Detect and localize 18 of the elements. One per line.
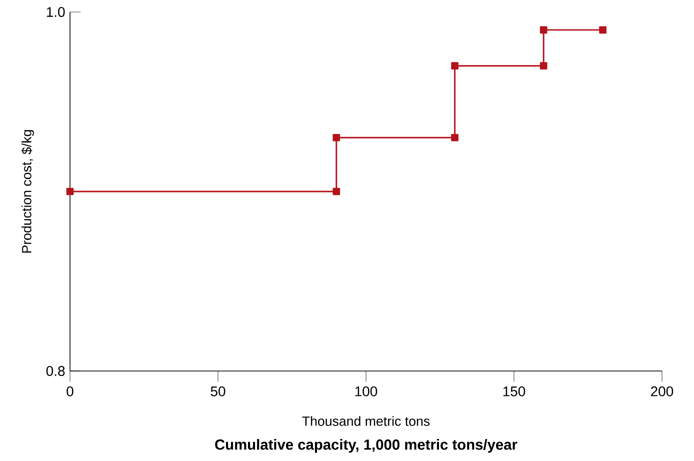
text: Cumulative capacity, 1,000 metric tons/year [215,439,518,453]
x-tick-label: 200 [651,386,674,396]
point [451,134,458,142]
y-tick-label: 0.8 [46,366,65,376]
point [332,188,340,196]
point [540,26,548,34]
x-tick-label: 100 [355,386,378,396]
x-axis-title: Thousand metric tons [302,416,430,426]
x-tick-label: 0 [66,386,74,396]
point [451,62,458,70]
point [599,26,606,34]
point [540,62,548,70]
y-tick-label: 1.0 [46,7,65,17]
y-axis-title: Production cost, $/kg [21,130,34,253]
x-tick-label: 50 [210,386,226,396]
point [66,188,74,196]
x-tick-label: 150 [503,386,526,396]
point [332,134,340,142]
